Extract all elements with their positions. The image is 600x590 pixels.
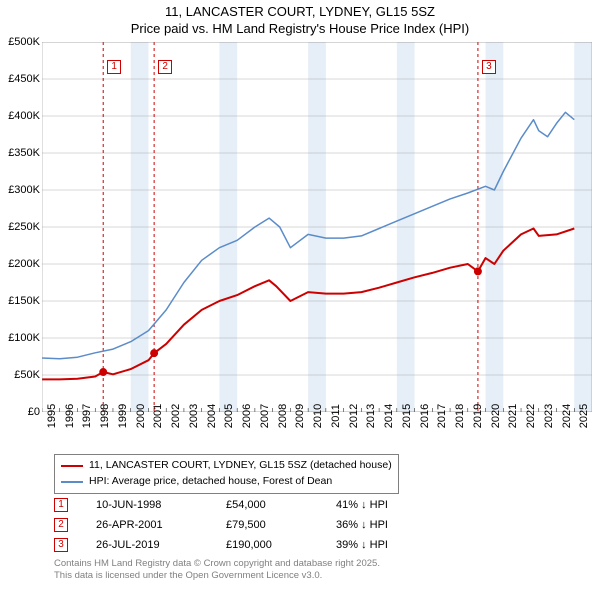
x-tick-label: 1996 <box>64 404 76 428</box>
legend: 11, LANCASTER COURT, LYDNEY, GL15 5SZ (d… <box>54 454 399 494</box>
x-tick-label: 2019 <box>472 404 484 428</box>
x-tick-label: 2017 <box>436 404 448 428</box>
x-tick-label: 2024 <box>561 404 573 428</box>
y-tick-label: £300K <box>8 184 40 196</box>
chart-title: 11, LANCASTER COURT, LYDNEY, GL15 5SZ Pr… <box>0 0 600 38</box>
x-tick-label: 2006 <box>241 404 253 428</box>
attribution-footer: Contains HM Land Registry data © Crown c… <box>54 558 380 583</box>
x-tick-label: 2023 <box>543 404 555 428</box>
footer-line-2: This data is licensed under the Open Gov… <box>54 570 380 582</box>
plot-area <box>42 42 592 412</box>
x-tick-label: 2012 <box>348 404 360 428</box>
x-tick-label: 2005 <box>223 404 235 428</box>
legend-swatch <box>61 465 83 467</box>
x-tick-label: 1997 <box>81 404 93 428</box>
tx-number-box: 2 <box>54 518 68 532</box>
chart-container: 11, LANCASTER COURT, LYDNEY, GL15 5SZ Pr… <box>0 0 600 590</box>
transactions-table: 1 10-JUN-1998 £54,000 41% ↓ HPI 2 26-APR… <box>54 495 436 555</box>
title-line-2: Price paid vs. HM Land Registry's House … <box>0 21 600 38</box>
tx-number-box: 3 <box>54 538 68 552</box>
x-tick-label: 2000 <box>135 404 147 428</box>
tx-date: 26-JUL-2019 <box>96 539 226 551</box>
y-tick-label: £250K <box>8 221 40 233</box>
legend-item: HPI: Average price, detached house, Fore… <box>61 474 392 490</box>
legend-label: 11, LANCASTER COURT, LYDNEY, GL15 5SZ (d… <box>89 458 392 474</box>
tx-price: £79,500 <box>226 519 336 531</box>
x-tick-label: 2004 <box>206 404 218 428</box>
table-row: 2 26-APR-2001 £79,500 36% ↓ HPI <box>54 515 436 535</box>
y-tick-label: £200K <box>8 258 40 270</box>
x-tick-label: 2013 <box>365 404 377 428</box>
chart-number-box: 2 <box>158 60 172 74</box>
x-tick-label: 2010 <box>312 404 324 428</box>
x-tick-label: 2002 <box>170 404 182 428</box>
x-tick-label: 2021 <box>507 404 519 428</box>
y-tick-label: £100K <box>8 332 40 344</box>
tx-date: 26-APR-2001 <box>96 519 226 531</box>
x-tick-label: 2018 <box>454 404 466 428</box>
chart-number-box: 1 <box>107 60 121 74</box>
x-tick-label: 2008 <box>277 404 289 428</box>
y-tick-label: £50K <box>14 369 40 381</box>
x-tick-label: 2020 <box>490 404 502 428</box>
y-tick-label: £0 <box>28 406 40 418</box>
legend-item: 11, LANCASTER COURT, LYDNEY, GL15 5SZ (d… <box>61 458 392 474</box>
plot-svg <box>42 42 592 412</box>
y-tick-label: £400K <box>8 110 40 122</box>
legend-swatch <box>61 481 83 483</box>
table-row: 3 26-JUL-2019 £190,000 39% ↓ HPI <box>54 535 436 555</box>
tx-diff: 36% ↓ HPI <box>336 519 436 531</box>
x-tick-label: 2003 <box>188 404 200 428</box>
y-tick-label: £350K <box>8 147 40 159</box>
x-tick-label: 2015 <box>401 404 413 428</box>
tx-price: £54,000 <box>226 499 336 511</box>
tx-date: 10-JUN-1998 <box>96 499 226 511</box>
x-tick-label: 2001 <box>152 404 164 428</box>
x-tick-label: 2009 <box>294 404 306 428</box>
footer-line-1: Contains HM Land Registry data © Crown c… <box>54 558 380 570</box>
x-tick-label: 2022 <box>525 404 537 428</box>
tx-number-box: 1 <box>54 498 68 512</box>
x-tick-label: 2014 <box>383 404 395 428</box>
y-tick-label: £500K <box>8 36 40 48</box>
chart-number-box: 3 <box>482 60 496 74</box>
legend-label: HPI: Average price, detached house, Fore… <box>89 474 332 490</box>
tx-diff: 39% ↓ HPI <box>336 539 436 551</box>
x-tick-label: 2011 <box>330 404 342 428</box>
x-tick-label: 2025 <box>578 404 590 428</box>
title-line-1: 11, LANCASTER COURT, LYDNEY, GL15 5SZ <box>0 4 600 21</box>
tx-diff: 41% ↓ HPI <box>336 499 436 511</box>
y-tick-label: £450K <box>8 73 40 85</box>
table-row: 1 10-JUN-1998 £54,000 41% ↓ HPI <box>54 495 436 515</box>
x-tick-label: 2007 <box>259 404 271 428</box>
x-tick-label: 1999 <box>117 404 129 428</box>
x-tick-label: 1998 <box>99 404 111 428</box>
x-tick-label: 1995 <box>46 404 58 428</box>
y-tick-label: £150K <box>8 295 40 307</box>
x-tick-label: 2016 <box>419 404 431 428</box>
tx-price: £190,000 <box>226 539 336 551</box>
